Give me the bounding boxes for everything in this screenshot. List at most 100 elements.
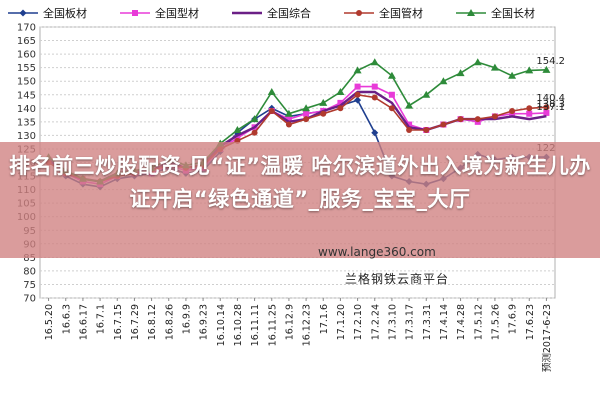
x-tick-label: 16.8.12	[147, 304, 158, 340]
series-marker	[456, 69, 465, 77]
watermark-platform-name: 兰格钢铁云商平台	[345, 272, 450, 286]
series-marker	[473, 58, 482, 66]
y-tick-label: 75	[23, 280, 36, 291]
series-marker	[284, 109, 293, 117]
series-marker	[543, 109, 550, 116]
y-tick-label: 135	[17, 117, 36, 128]
series-marker	[303, 116, 310, 123]
series-marker	[491, 113, 498, 120]
series-marker	[371, 94, 378, 101]
x-tick-label: 16.7.29	[130, 304, 141, 340]
series-marker	[353, 66, 362, 74]
x-tick-label: 16.11.25	[267, 304, 278, 346]
series-marker	[388, 91, 395, 98]
x-tick-label: 16.8.26	[164, 304, 175, 340]
x-tick-label: 16.12.9	[284, 304, 295, 340]
x-tick-label: 16.6.3	[61, 304, 72, 334]
y-tick-label: 140	[17, 104, 36, 115]
series-marker	[526, 105, 533, 112]
y-tick-label: 160	[17, 50, 36, 61]
x-tick-label: 17.5.12	[473, 304, 484, 340]
y-tick-label: 130	[17, 131, 36, 142]
x-tick-label: 16.7.1	[96, 304, 107, 334]
series-marker	[285, 121, 292, 128]
series-marker	[439, 77, 448, 85]
watermark-url: www.lange360.com	[318, 245, 436, 259]
series-marker	[354, 83, 361, 90]
series-marker	[525, 66, 534, 74]
series-marker	[319, 98, 328, 106]
x-tick-label: 16.5.20	[44, 304, 55, 340]
legend-label: 全国长材	[491, 6, 535, 20]
series-marker	[356, 10, 362, 16]
legend-item: 全国板材	[8, 6, 87, 20]
legend-label: 全国管材	[379, 6, 423, 20]
series-marker	[405, 101, 414, 109]
legend-item: 全国综合	[232, 6, 311, 20]
series-marker	[285, 116, 292, 123]
x-tick-label: 16.9.9	[181, 304, 192, 334]
series-marker	[132, 10, 138, 16]
series-marker	[336, 88, 345, 96]
data-label: 137.1	[536, 102, 565, 113]
series-marker	[19, 9, 27, 17]
x-tick-label: 17.2.10	[353, 304, 364, 340]
series-marker	[337, 105, 344, 112]
series-marker	[371, 129, 379, 137]
data-label: 154.2	[536, 56, 565, 67]
series-marker	[543, 104, 550, 111]
y-tick-label: 170	[17, 23, 36, 34]
x-tick-label: 16.7.15	[113, 304, 124, 340]
y-tick-label: 80	[23, 266, 36, 277]
series-marker	[267, 88, 276, 96]
series-marker	[268, 108, 275, 115]
series-marker	[354, 91, 361, 98]
y-tick-label: 145	[17, 90, 36, 101]
series-marker	[508, 71, 517, 79]
y-tick-label: 150	[17, 77, 36, 88]
data-label: 140.4	[536, 93, 565, 104]
series-marker	[526, 110, 533, 117]
x-tick-label: 16.10.28	[233, 304, 244, 346]
x-tick-label: 16.12.23	[302, 304, 313, 346]
series-marker	[422, 90, 431, 98]
series-marker	[490, 63, 499, 71]
series-marker	[251, 129, 258, 136]
x-tick-label: 17.4.28	[456, 304, 467, 340]
x-tick-label: 17.1.20	[336, 304, 347, 340]
series-marker	[387, 71, 396, 79]
series-marker	[423, 126, 430, 133]
headline-banner-text[interactable]: 排名前三炒股配资 见“证”温暖 哈尔滨道外出入境为新生儿办证开启“绿色通道”_服…	[9, 154, 591, 211]
x-tick-label: 17.6.9	[508, 304, 519, 334]
x-tick-label: 17.6.23	[525, 304, 536, 340]
series-marker	[233, 125, 242, 133]
x-tick-label: 17.3.31	[422, 304, 433, 340]
x-tick-label: 17.4.14	[439, 304, 450, 340]
x-tick-label: 16.6.17	[78, 304, 89, 340]
series-marker	[440, 121, 447, 128]
series-marker	[371, 83, 378, 90]
series-marker	[370, 58, 379, 66]
legend-label: 全国综合	[267, 6, 311, 20]
series-marker	[250, 115, 259, 123]
x-tick-label: 16.10.14	[216, 304, 227, 346]
x-tick-label: 16.9.23	[199, 304, 210, 340]
x-tick-label: 17.3.17	[405, 304, 416, 340]
x-tick-label: 16.11.11	[250, 304, 261, 346]
series-marker	[457, 116, 464, 123]
y-tick-label: 70	[23, 294, 36, 305]
legend-label: 全国型材	[155, 6, 199, 20]
legend-item: 全国管材	[344, 6, 423, 20]
legend-item: 全国长材	[456, 6, 535, 20]
y-tick-label: 155	[17, 63, 36, 74]
series-marker	[302, 104, 311, 112]
series-marker	[303, 110, 310, 117]
series-marker	[354, 96, 362, 104]
y-tick-label: 85	[23, 253, 36, 264]
series-marker	[406, 126, 413, 133]
series-marker	[337, 99, 344, 106]
legend-item: 全国型材	[120, 6, 199, 20]
legend-label: 全国板材	[43, 6, 87, 20]
series-marker	[474, 116, 481, 123]
x-tick-label: 17.5.26	[490, 304, 501, 340]
